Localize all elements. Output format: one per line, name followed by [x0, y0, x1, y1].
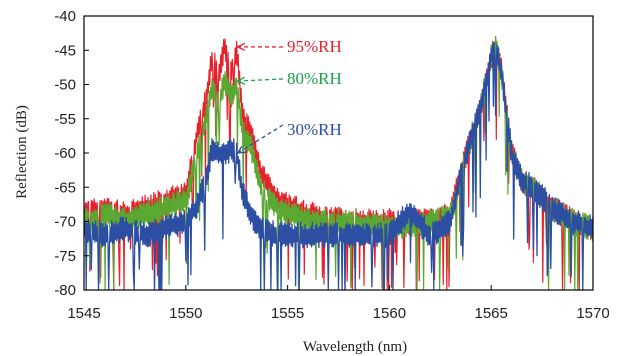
y-axis-title: Reflection (dB)	[14, 105, 30, 199]
tick-labels: -40 -45 -50 -55 -60 -65 -70 -75 -80 1545 1550 1555 1…	[54, 8, 609, 322]
y-tick-label: -40	[54, 8, 76, 25]
series-layer	[83, 35, 594, 291]
annotation-label: 80%RH	[287, 69, 342, 88]
x-tick-label: 1550	[169, 305, 202, 322]
x-tick-label: 1565	[475, 305, 508, 322]
y-tick-label: -70	[54, 214, 76, 231]
series-line-3	[83, 41, 594, 291]
y-tick-label: -75	[54, 248, 76, 265]
series-line-2	[83, 36, 594, 291]
axes-layer	[83, 15, 594, 291]
y-tick-label: -55	[54, 111, 76, 128]
annotation-label: 95%RH	[287, 37, 342, 56]
annotation-arrow	[237, 124, 284, 154]
annotation-arrowhead	[236, 76, 246, 85]
x-axis-title: Wavelength (nm)	[303, 339, 407, 355]
y-tick-label: -80	[54, 282, 76, 299]
x-tick-label: 1555	[271, 305, 304, 322]
annotation-label: 30%RH	[287, 120, 342, 139]
x-tick-label: 1560	[373, 305, 406, 322]
annotation-arrow	[237, 78, 284, 82]
x-tick-label: 1570	[576, 305, 609, 322]
y-tick-label: -50	[54, 77, 76, 94]
y-tick-label: -60	[54, 145, 76, 162]
x-tick-label: 1545	[67, 305, 100, 322]
y-tick-label: -45	[54, 42, 76, 59]
annotation-arrowhead	[236, 42, 246, 51]
annotations: 95%RH 80%RH 30%RH	[236, 37, 342, 154]
y-tick-label: -65	[54, 179, 76, 196]
annotation-arrowhead	[236, 145, 246, 154]
